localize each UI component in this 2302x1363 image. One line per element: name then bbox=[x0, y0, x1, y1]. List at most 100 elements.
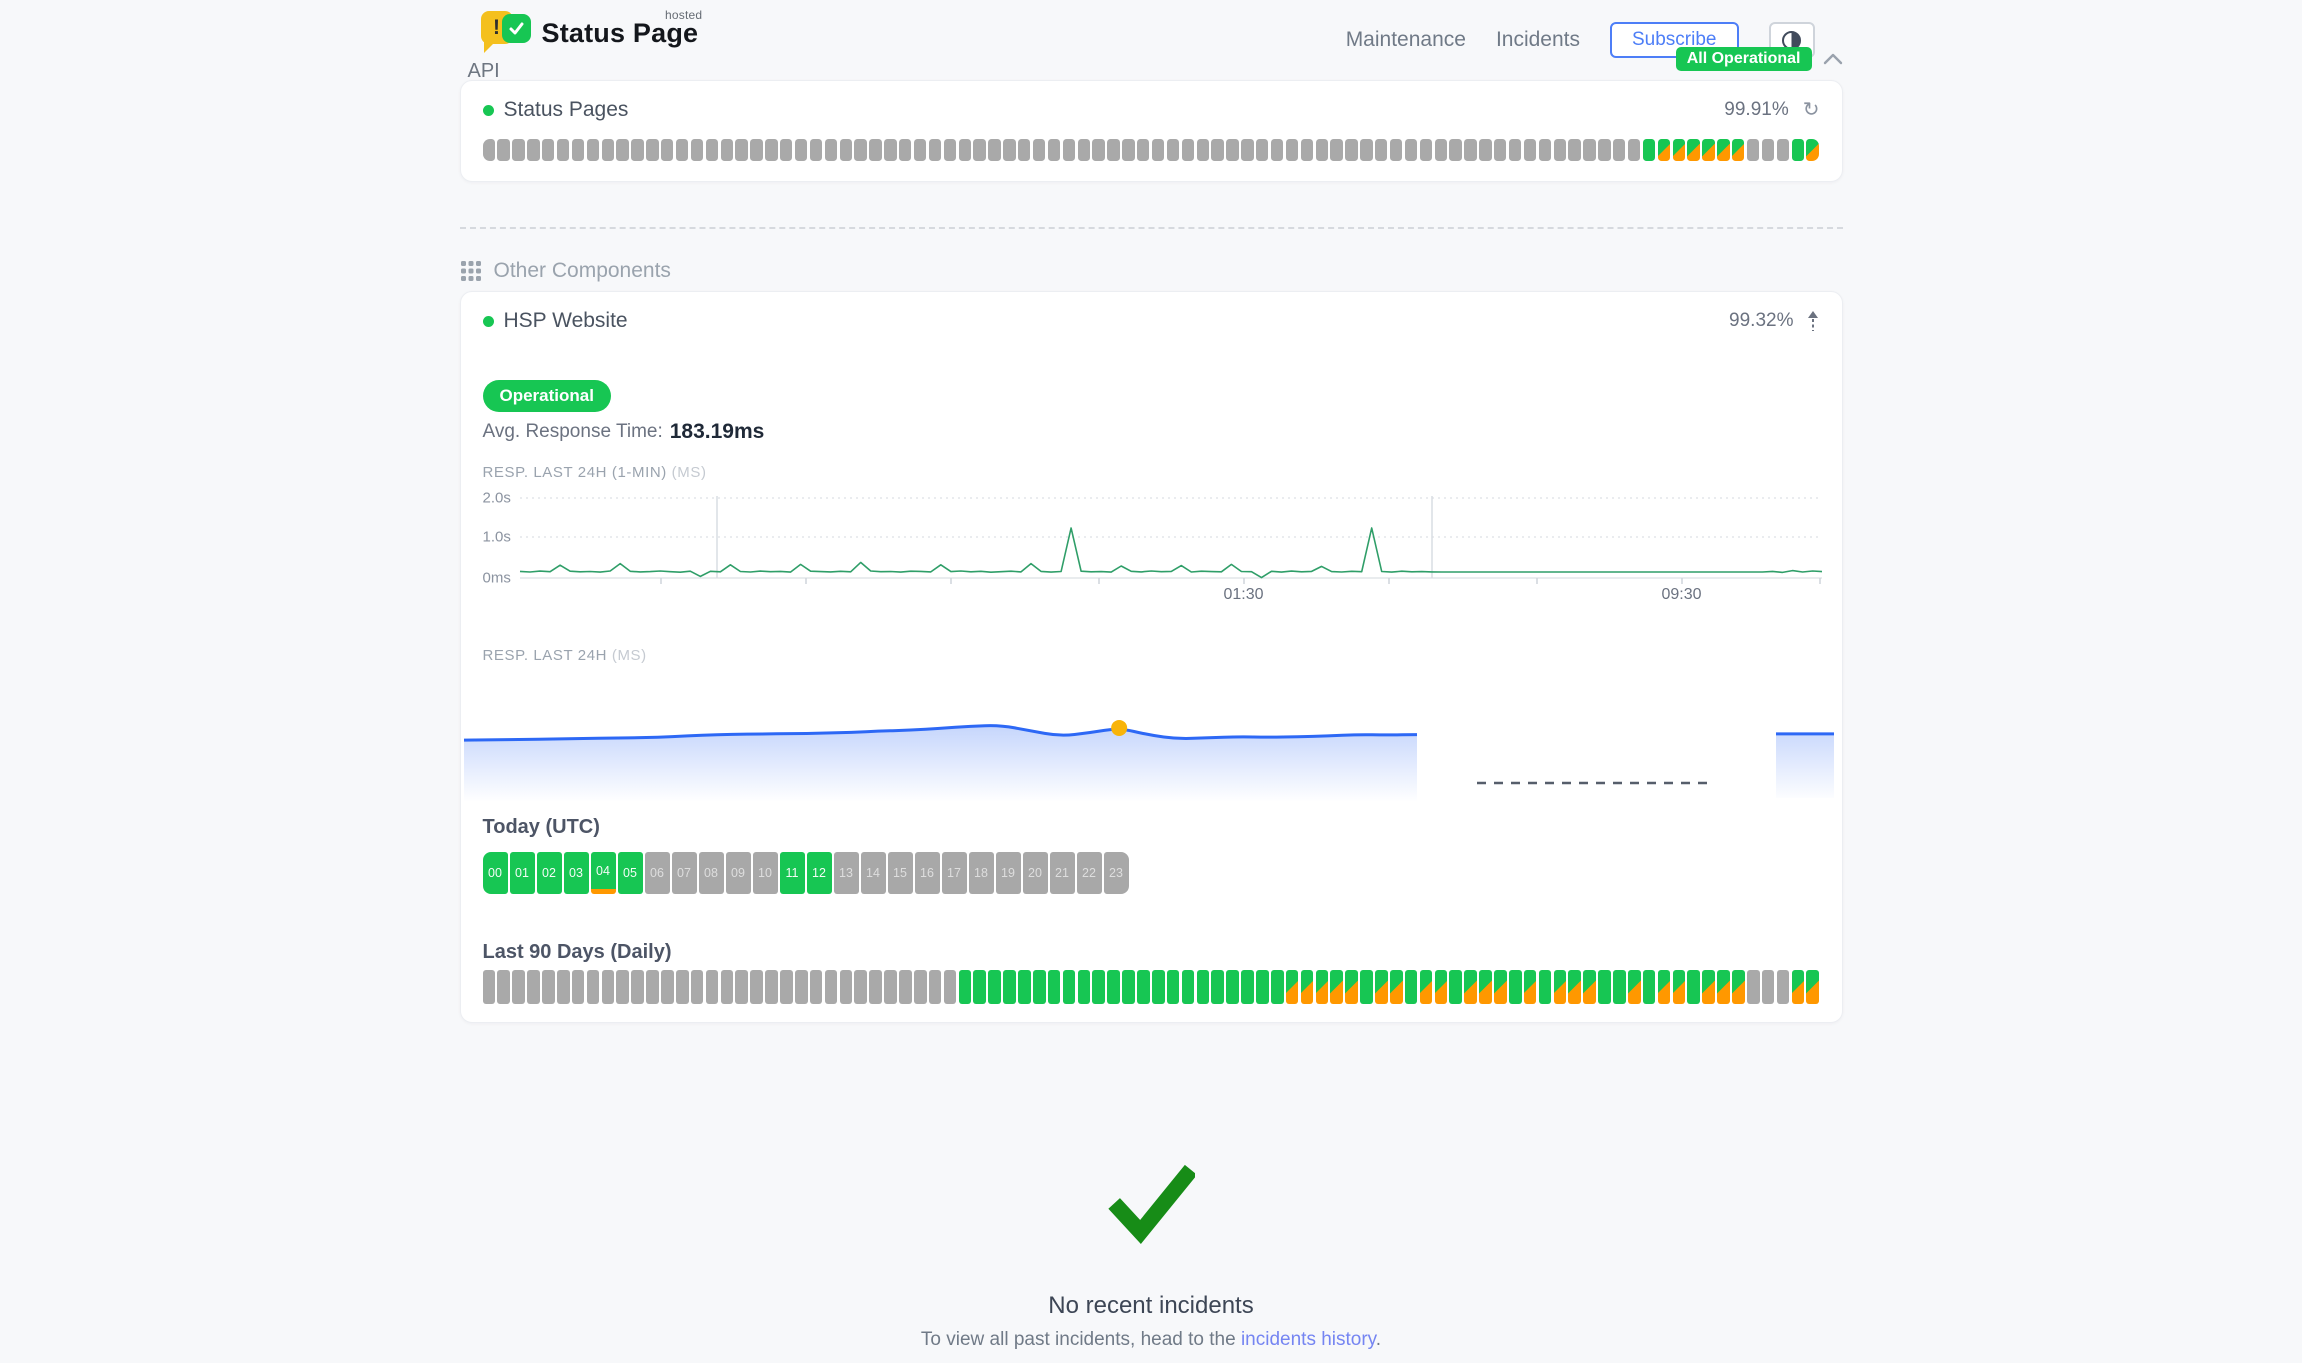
uptime-bar bbox=[720, 139, 733, 161]
daily-uptime-bar bbox=[646, 970, 659, 1004]
uptime-bar bbox=[913, 139, 927, 161]
daily-uptime-bar bbox=[1672, 970, 1686, 1004]
hour-cell-11: 11 bbox=[779, 852, 805, 894]
daily-uptime-bar bbox=[958, 970, 972, 1004]
daily-uptime-bar bbox=[1330, 970, 1344, 1004]
daily-uptime-bar bbox=[1226, 970, 1239, 1004]
uptime-bar bbox=[512, 139, 525, 161]
uptime-bar bbox=[1270, 139, 1284, 161]
y-axis-label: 1.0s bbox=[482, 528, 511, 546]
daily-uptime-bar bbox=[497, 970, 511, 1004]
brand[interactable]: ! Status Page hosted bbox=[480, 7, 703, 56]
uptime-bar bbox=[1627, 139, 1641, 161]
daily-uptime-bar bbox=[1122, 970, 1135, 1004]
uptime-bar bbox=[1613, 139, 1626, 161]
brand-logo-icon: ! bbox=[480, 10, 531, 56]
daily-uptime-bar bbox=[1107, 970, 1120, 1004]
daily-uptime-bar bbox=[1256, 970, 1269, 1004]
uptime-bar bbox=[1032, 139, 1046, 161]
daily-uptime-bar bbox=[884, 970, 897, 1004]
uptime-bar bbox=[1806, 139, 1819, 161]
daily-uptime-bar bbox=[1508, 970, 1522, 1004]
daily-uptime-bar bbox=[512, 970, 525, 1004]
uptime-bar bbox=[1642, 139, 1656, 161]
uptime-bar bbox=[1003, 139, 1016, 161]
uptime-bar bbox=[527, 139, 540, 161]
x-axis-label: 01:30 bbox=[1223, 586, 1264, 603]
daily-uptime-bar bbox=[973, 970, 987, 1004]
other-components-title: Other Components bbox=[493, 259, 671, 282]
incidents-footer: No recent incidents To view all past inc… bbox=[460, 1162, 1843, 1351]
status-dot bbox=[482, 104, 494, 116]
daily-uptime-bar bbox=[1404, 970, 1418, 1004]
uptime-bar bbox=[824, 139, 838, 161]
uptime-bar bbox=[586, 139, 600, 161]
daily-uptime-bar bbox=[1583, 970, 1596, 1004]
component-header-hsp-website[interactable]: HSP Website 99.32% bbox=[482, 308, 1820, 334]
uptime-bar bbox=[1092, 139, 1105, 161]
uptime-bar bbox=[1018, 139, 1031, 161]
highlight-dot bbox=[1110, 719, 1127, 736]
uptime-bar bbox=[1449, 139, 1462, 161]
uptime-bar bbox=[1211, 139, 1224, 161]
daily-uptime-bar bbox=[1151, 970, 1165, 1004]
daily-uptime-bar bbox=[1315, 970, 1329, 1004]
daily-uptime-bar bbox=[1702, 970, 1715, 1004]
uptime-bar bbox=[794, 139, 808, 161]
hour-cell-10: 10 bbox=[752, 852, 778, 894]
uptime-bar bbox=[556, 139, 570, 161]
uptime-bar bbox=[750, 139, 763, 161]
daily-uptime-bar bbox=[1568, 970, 1582, 1004]
uptime-bar bbox=[1375, 139, 1388, 161]
daily-uptime-bar bbox=[482, 970, 496, 1004]
daily-uptime-bar bbox=[839, 970, 853, 1004]
uptime-bar bbox=[571, 139, 585, 161]
daily-uptime-bar bbox=[720, 970, 734, 1004]
daily-uptime-bar bbox=[809, 970, 823, 1004]
uptime-bar bbox=[1047, 139, 1061, 161]
nav-item-maintenance[interactable]: Maintenance bbox=[1345, 28, 1466, 51]
uptime-bar bbox=[1479, 139, 1492, 161]
uptime-bar bbox=[1732, 139, 1745, 161]
daily-uptime-bar bbox=[1494, 970, 1507, 1004]
hour-cell-06: 06 bbox=[644, 852, 670, 894]
daily-uptime-bar bbox=[601, 970, 615, 1004]
daily-uptime-bar bbox=[1791, 970, 1805, 1004]
overall-status-badge: All Operational bbox=[1675, 47, 1812, 71]
daily-uptime-bar bbox=[1732, 970, 1745, 1004]
daily-uptime-bar bbox=[586, 970, 600, 1004]
hour-cell-02: 02 bbox=[536, 852, 562, 894]
uptime-bar bbox=[1434, 139, 1447, 161]
daily-uptime-bar bbox=[1285, 970, 1299, 1004]
uptime-bar bbox=[958, 139, 971, 161]
uptime-bar bbox=[1122, 139, 1135, 161]
daily-uptime-bar bbox=[1687, 970, 1701, 1004]
response-time-chart-24h bbox=[461, 694, 1842, 806]
uptime-bar bbox=[1166, 139, 1180, 161]
header: ! Status Page hosted Maintenance Inciden… bbox=[0, 0, 2302, 71]
daily-uptime-bar bbox=[1375, 970, 1388, 1004]
uptime-bar bbox=[1508, 139, 1522, 161]
uptime-bar bbox=[780, 139, 793, 161]
uptime-bar bbox=[1583, 139, 1596, 161]
nav-item-incidents[interactable]: Incidents bbox=[1495, 28, 1580, 51]
daily-uptime-bar bbox=[750, 970, 763, 1004]
trend-up-icon bbox=[1806, 310, 1820, 332]
hour-cell-04: 04 bbox=[590, 852, 616, 894]
no-incidents-check-icon bbox=[1108, 1164, 1195, 1245]
hour-cell-08: 08 bbox=[698, 852, 724, 894]
daily-uptime-bar bbox=[780, 970, 793, 1004]
uptime-bar bbox=[1494, 139, 1507, 161]
incidents-history-link[interactable]: incidents history bbox=[1240, 1329, 1376, 1350]
refresh-icon[interactable]: ↻ bbox=[1802, 99, 1820, 121]
uptime-bar bbox=[1315, 139, 1328, 161]
daily-uptime-bar bbox=[616, 970, 630, 1004]
component-header-status-pages[interactable]: Status Pages 99.91% ↻ bbox=[482, 97, 1820, 123]
hour-cell-19: 19 bbox=[995, 852, 1021, 894]
daily-uptime-bar bbox=[1092, 970, 1106, 1004]
uptime-bar bbox=[1389, 139, 1403, 161]
collapse-chevron-icon[interactable] bbox=[1823, 52, 1843, 66]
brand-superscript: hosted bbox=[665, 7, 703, 22]
uptime-bar bbox=[1761, 139, 1775, 161]
daily-uptime-bar bbox=[1746, 970, 1760, 1004]
